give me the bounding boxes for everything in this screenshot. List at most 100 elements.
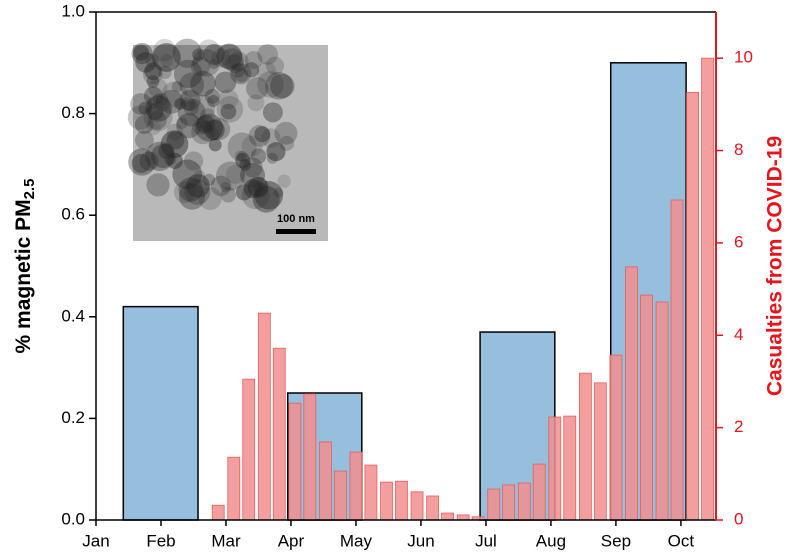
particle — [131, 42, 153, 65]
particle — [265, 56, 285, 75]
particle — [160, 130, 189, 159]
y2-tick-label: 6 — [734, 232, 743, 251]
casualty-bar — [242, 378, 256, 521]
particle — [152, 93, 164, 105]
particle — [234, 68, 249, 83]
particle — [240, 162, 266, 188]
particle — [227, 132, 257, 162]
particle — [243, 62, 260, 78]
particle — [191, 120, 215, 145]
particle — [220, 186, 237, 203]
particle — [210, 175, 232, 197]
casualty-bar — [211, 504, 225, 521]
x-tick-label: Oct — [668, 531, 695, 550]
particle — [152, 43, 181, 72]
particle — [234, 150, 246, 161]
particle — [178, 183, 206, 210]
particle — [207, 117, 231, 141]
pm-bar — [122, 305, 199, 521]
particle — [192, 48, 205, 62]
particle — [143, 102, 173, 132]
x-tick-label: May — [340, 531, 373, 550]
particle — [270, 73, 295, 99]
particle — [256, 61, 277, 82]
particle — [225, 165, 245, 184]
particle — [176, 117, 188, 129]
casualty-bar — [303, 393, 317, 521]
particle — [197, 39, 220, 62]
casualty-bar — [410, 491, 424, 521]
y2-tick-label: 10 — [734, 48, 753, 67]
particle — [265, 71, 293, 100]
particle — [128, 148, 156, 176]
y-axis-title-main: % magnetic PM — [12, 199, 35, 353]
particle — [207, 94, 220, 108]
particle — [138, 101, 153, 116]
casualty-bar — [426, 495, 440, 521]
particle — [191, 118, 209, 135]
particle — [146, 173, 170, 197]
casualty-bar — [563, 415, 577, 521]
casualty-bar — [380, 481, 393, 521]
particle — [241, 181, 270, 210]
particle — [131, 153, 151, 173]
particle — [139, 151, 159, 171]
particle — [220, 103, 237, 120]
particle — [273, 187, 284, 198]
y2-tick-label: 2 — [734, 417, 743, 436]
particle — [147, 103, 164, 121]
casualty-bar — [578, 372, 592, 521]
particle — [166, 131, 185, 150]
x-tick-label: Feb — [146, 531, 175, 550]
y2-tick-label: 4 — [734, 325, 743, 344]
particle — [207, 127, 220, 141]
particle — [230, 63, 246, 78]
casualty-bar — [456, 514, 470, 521]
particle — [254, 180, 284, 210]
particle — [205, 88, 220, 104]
particle — [143, 86, 163, 106]
particle — [173, 59, 203, 89]
casualty-bar — [670, 199, 684, 521]
particle — [218, 89, 239, 110]
particle — [230, 63, 252, 85]
particle — [147, 97, 160, 109]
casualty-bar — [701, 57, 714, 521]
casualty-bar — [517, 482, 531, 521]
y2-tick-label: 8 — [734, 140, 743, 159]
particle — [198, 186, 222, 211]
casualty-bar — [257, 312, 271, 521]
particle — [254, 126, 271, 143]
particle — [179, 89, 201, 111]
particle — [166, 152, 183, 170]
casualty-bar — [349, 451, 363, 521]
particle — [257, 71, 284, 98]
casualty-bar — [655, 301, 669, 521]
x-tick-label: Jun — [407, 531, 434, 550]
casualty-bar — [333, 470, 347, 521]
particle — [183, 151, 204, 171]
particle — [199, 108, 216, 124]
y-tick-label: 0.4 — [61, 306, 85, 325]
x-tick-label: Jul — [475, 531, 497, 550]
particle — [235, 184, 253, 201]
scale-bar — [276, 229, 316, 234]
particle — [173, 181, 196, 204]
particle — [216, 43, 243, 70]
particle — [172, 38, 202, 68]
particle — [221, 48, 244, 71]
particle — [190, 70, 216, 97]
x-tick-label: Apr — [278, 531, 305, 550]
y-tick-label: 0.2 — [61, 408, 85, 427]
particle — [176, 113, 202, 139]
particle — [202, 173, 216, 186]
particle — [181, 96, 196, 111]
particle — [183, 100, 199, 116]
particle — [164, 153, 177, 166]
particle — [248, 125, 271, 147]
particle — [142, 64, 163, 85]
particle — [161, 81, 188, 108]
particle — [242, 157, 263, 178]
particle — [153, 38, 176, 62]
